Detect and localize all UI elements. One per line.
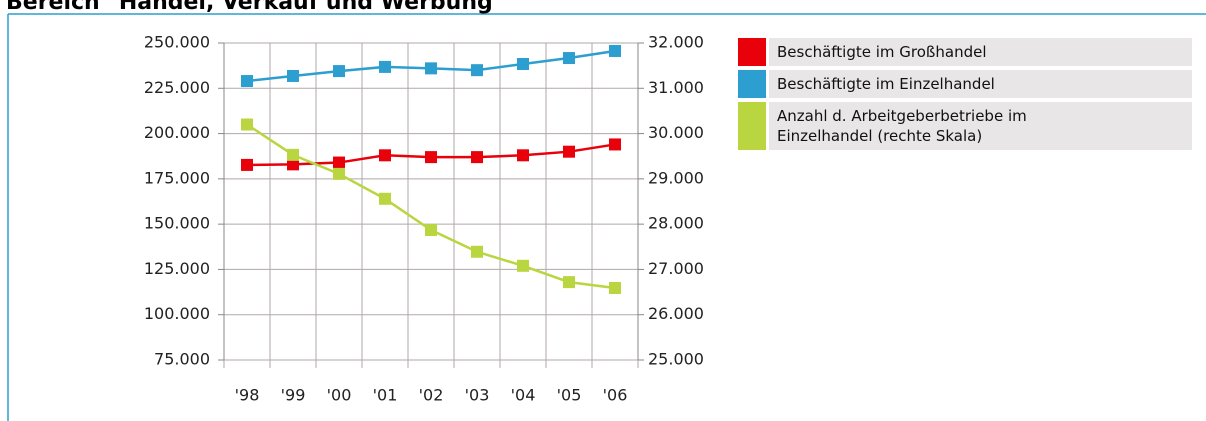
- point: [471, 245, 483, 258]
- x-tick-label: '03: [465, 386, 490, 405]
- point: [471, 151, 483, 164]
- y2-tick-label: 26.000: [648, 304, 704, 323]
- point: [241, 158, 253, 171]
- point: [333, 65, 345, 78]
- y2-tick-label: 28.000: [648, 214, 704, 233]
- point: [425, 151, 437, 164]
- x-tick-label: '04: [511, 386, 536, 405]
- legend-label: Anzahl d. Arbeitgeberbetriebe im Einzelh…: [769, 102, 1192, 150]
- y-tick-label: 75.000: [154, 350, 210, 369]
- y2-tick-label: 25.000: [648, 350, 704, 369]
- x-tick-label: '99: [281, 386, 306, 405]
- point: [517, 58, 529, 71]
- legend-swatch: [738, 38, 766, 66]
- y2-tick-label: 30.000: [648, 123, 704, 142]
- point: [379, 192, 391, 205]
- point: [517, 149, 529, 162]
- y-tick-label: 100.000: [144, 304, 210, 323]
- point: [379, 149, 391, 162]
- point: [241, 75, 253, 88]
- y-tick-label: 200.000: [144, 123, 210, 142]
- y-tick-label: 175.000: [144, 168, 210, 187]
- point: [517, 259, 529, 272]
- y2-tick-label: 31.000: [648, 78, 704, 97]
- point: [609, 281, 621, 294]
- y-tick-label: 250.000: [144, 33, 210, 52]
- point: [287, 69, 299, 82]
- x-tick-label: '01: [373, 386, 398, 405]
- legend-label: Beschäftigte im Großhandel: [769, 38, 1192, 66]
- y-tick-label: 150.000: [144, 214, 210, 233]
- point: [609, 44, 621, 57]
- y-tick-label: 225.000: [144, 78, 210, 97]
- point: [379, 60, 391, 73]
- legend-item: Beschäftigte im Einzelhandel: [738, 70, 1192, 98]
- legend-swatch: [738, 102, 766, 150]
- point: [333, 167, 345, 180]
- y2-tick-label: 29.000: [648, 168, 704, 187]
- point: [241, 118, 253, 131]
- chart-title: Bereich "Handel, Verkauf und Werbung": [6, 0, 504, 15]
- y-tick-label: 125.000: [144, 259, 210, 278]
- legend-text: Beschäftigte im Großhandel: [777, 43, 987, 61]
- legend-swatch: [738, 70, 766, 98]
- point: [563, 276, 575, 289]
- series-line: [246, 123, 616, 290]
- point: [563, 52, 575, 65]
- y2-tick-label: 32.000: [648, 33, 704, 52]
- legend-label: Beschäftigte im Einzelhandel: [769, 70, 1192, 98]
- point: [287, 158, 299, 171]
- point: [425, 62, 437, 75]
- y2-tick-label: 27.000: [648, 259, 704, 278]
- x-tick-label: '02: [419, 386, 444, 405]
- x-tick-label: '06: [603, 386, 628, 405]
- x-tick-label: '98: [235, 386, 260, 405]
- legend-text: Anzahl d. Arbeitgeberbetriebe im Einzelh…: [777, 107, 1027, 145]
- legend-text: Beschäftigte im Einzelhandel: [777, 75, 995, 93]
- point: [333, 156, 345, 169]
- point: [609, 138, 621, 151]
- point: [563, 145, 575, 158]
- legend-item: Beschäftigte im Großhandel: [738, 38, 1192, 66]
- point: [471, 64, 483, 77]
- x-tick-label: '05: [557, 386, 582, 405]
- legend-item: Anzahl d. Arbeitgeberbetriebe im Einzelh…: [738, 102, 1192, 150]
- point: [425, 224, 437, 237]
- x-tick-label: '00: [327, 386, 352, 405]
- point: [287, 148, 299, 161]
- legend: Beschäftigte im Großhandel Beschäftigte i…: [738, 38, 1192, 154]
